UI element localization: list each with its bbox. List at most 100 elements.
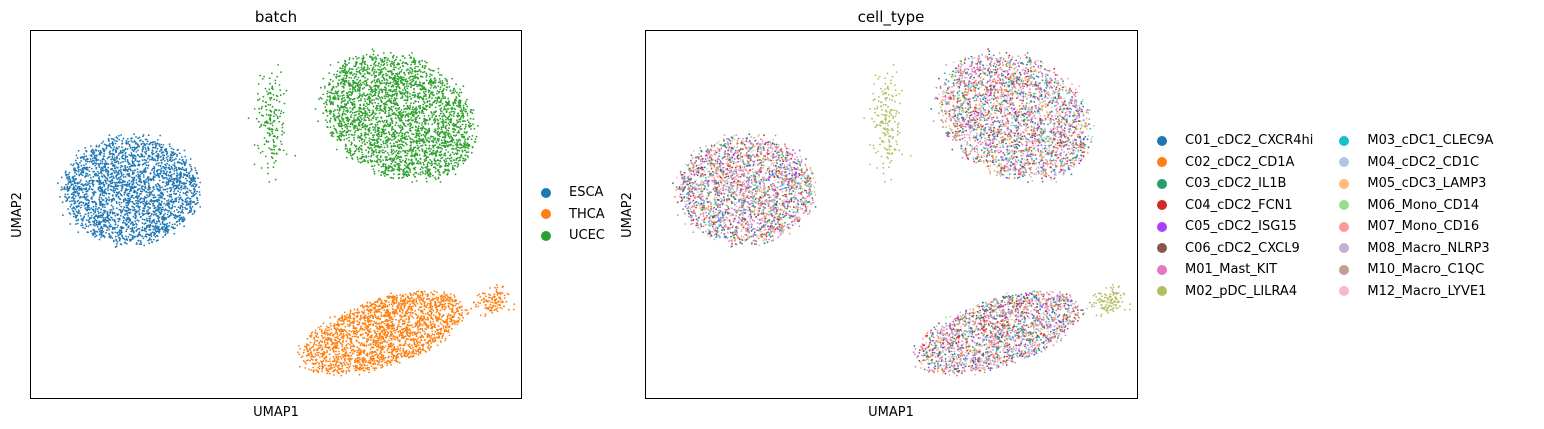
scatter-point [321, 341, 324, 343]
scatter-point [130, 164, 133, 167]
scatter-point [412, 317, 415, 319]
scatter-point [315, 361, 318, 364]
scatter-point [110, 204, 113, 207]
scatter-point [93, 170, 95, 173]
scatter-point [350, 330, 353, 333]
scatter-point [134, 190, 137, 193]
scatter-point [409, 294, 412, 297]
scatter-point [144, 203, 147, 206]
scatter-point [184, 173, 187, 176]
scatter-point [129, 147, 132, 149]
scatter-point [177, 190, 179, 193]
scatter-point [107, 145, 110, 147]
scatter-point [157, 153, 159, 156]
scatter-point [146, 194, 148, 197]
scatter-point [424, 170, 427, 172]
scatter-point [112, 185, 114, 188]
scatter-point [424, 338, 427, 341]
scatter-point [402, 295, 405, 298]
scatter-point [148, 185, 150, 188]
scatter-point [79, 201, 82, 204]
scatter-point [394, 309, 396, 311]
scatter-point [127, 204, 129, 207]
scatter-point [333, 357, 336, 360]
scatter-point [340, 116, 343, 119]
scatter-point [450, 327, 453, 330]
scatter-point [147, 191, 150, 194]
scatter-point [114, 161, 116, 164]
scatter-point [132, 154, 135, 157]
scatter-point [88, 170, 91, 173]
scatter-point [443, 291, 446, 293]
scatter-point [121, 237, 124, 239]
scatter-point [441, 337, 443, 339]
scatter-point [172, 213, 175, 216]
scatter-point [165, 217, 168, 220]
scatter-point [150, 235, 153, 238]
scatter-point [337, 328, 339, 330]
scatter-point [165, 224, 168, 227]
scatter-point [447, 296, 450, 299]
scatter-point [93, 222, 96, 225]
scatter-point [139, 139, 141, 142]
scatter-point [430, 324, 432, 327]
scatter-point [102, 140, 105, 143]
scatter-point [96, 162, 98, 165]
scatter-point [140, 215, 142, 218]
scatter-point [132, 177, 135, 180]
scatter-point [143, 204, 146, 207]
scatter-point [393, 338, 396, 340]
scatter-point [166, 222, 169, 225]
scatter-point [169, 214, 172, 217]
scatter-point [167, 155, 169, 158]
scatter-point [173, 216, 176, 219]
scatter-point [349, 362, 352, 365]
scatter-point [376, 317, 378, 320]
scatter-point [397, 304, 400, 306]
scatter-point [329, 360, 331, 363]
scatter-point [454, 161, 456, 164]
scatter-point [128, 183, 131, 186]
scatter-point [118, 239, 121, 242]
scatter-point [117, 192, 119, 195]
scatter-point [154, 225, 157, 227]
scatter-point [156, 199, 159, 201]
scatter-point [158, 230, 161, 233]
scatter-point [94, 219, 97, 221]
scatter-point [174, 223, 176, 226]
scatter-point [115, 146, 118, 149]
scatter-point [82, 201, 85, 204]
scatter-point [378, 347, 380, 349]
scatter-point [378, 322, 380, 325]
scatter-point [327, 360, 329, 363]
scatter-point [445, 118, 447, 121]
scatter-point [172, 151, 175, 154]
scatter-point [452, 104, 455, 106]
scatter-point [347, 354, 350, 357]
scatter-point [112, 240, 115, 243]
scatter-point [98, 181, 101, 184]
scatter-point [137, 173, 140, 176]
scatter-point [307, 349, 309, 352]
scatter-point [152, 141, 154, 143]
scatter-point [163, 223, 166, 226]
scatter-point [185, 168, 188, 170]
scatter-point [189, 210, 192, 213]
scatter-point [135, 196, 138, 199]
scatter-point [188, 180, 191, 183]
scatter-point [384, 361, 386, 364]
scatter-point [116, 156, 119, 159]
scatter-point [460, 313, 462, 316]
scatter-point [345, 333, 348, 336]
scatter-point [95, 205, 97, 208]
scatter-point [182, 212, 185, 214]
scatter-point [107, 171, 110, 174]
scatter-point [369, 314, 372, 317]
scatter-point [121, 143, 123, 145]
scatter-point [93, 155, 96, 157]
scatter-point [68, 212, 71, 214]
scatter-point [181, 210, 184, 213]
scatter-point [399, 349, 401, 352]
scatter-point [349, 357, 351, 359]
scatter-point [449, 296, 452, 299]
